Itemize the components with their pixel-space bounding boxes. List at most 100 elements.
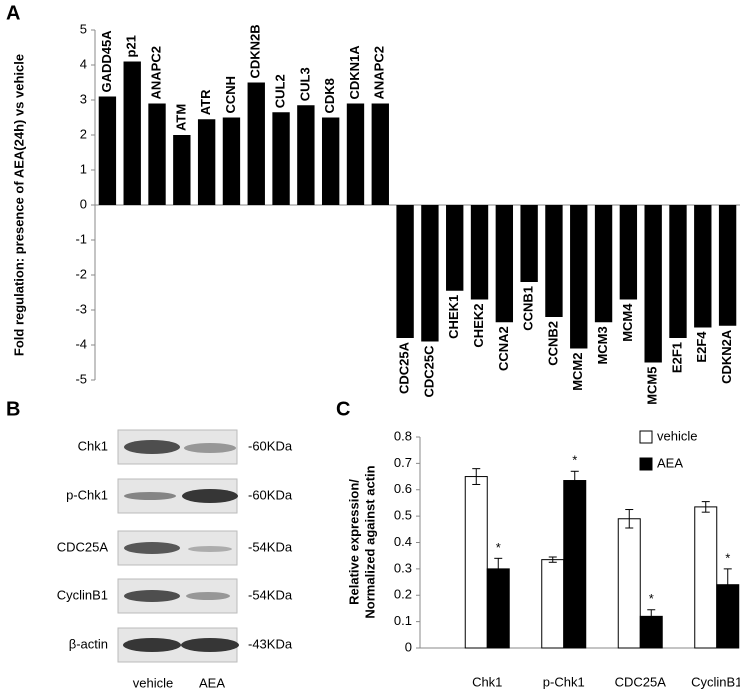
y-tick-label: -4 — [75, 336, 87, 351]
legend-swatch — [639, 457, 653, 471]
bar — [694, 506, 718, 649]
blot-size-label: -60KDa — [248, 438, 293, 453]
bar — [346, 103, 365, 205]
bar — [396, 205, 414, 338]
category-label: CUL2 — [272, 74, 287, 108]
bar — [718, 205, 737, 326]
bar — [594, 205, 613, 323]
bar — [297, 105, 315, 205]
bar — [619, 205, 638, 300]
y-axis-label: Relative expression/ — [346, 479, 361, 605]
category-label: MCM4 — [620, 303, 635, 342]
bar — [495, 205, 514, 323]
bar — [123, 61, 141, 205]
category-label: ANAPC2 — [372, 46, 387, 99]
category-label: ANAPC2 — [148, 46, 163, 99]
bar — [520, 205, 538, 282]
y-tick-label: 0.3 — [394, 560, 412, 575]
category-label: E2F1 — [669, 342, 684, 373]
y-tick-label: 0.2 — [394, 587, 412, 602]
band — [124, 542, 180, 554]
category-label: CHEK2 — [471, 304, 486, 348]
bar — [272, 112, 290, 205]
bar — [464, 476, 488, 649]
band — [124, 440, 180, 454]
x-tick-label: p-Chk1 — [543, 674, 585, 689]
legend-label: vehicle — [657, 428, 697, 443]
category-label: CCNA2 — [496, 326, 511, 371]
category-label: CDKN2B — [248, 24, 263, 78]
y-tick-label: -2 — [75, 266, 87, 281]
category-label: ATM — [173, 104, 188, 131]
bar — [669, 205, 687, 338]
bar — [421, 205, 439, 342]
legend-label: AEA — [657, 455, 683, 470]
panel-label: B — [6, 398, 20, 420]
x-tick-label: CDC25A — [615, 674, 667, 689]
y-axis-label: Fold regulation: presence of AEA(24h) vs… — [11, 54, 26, 356]
blot-row-label: β-actin — [69, 636, 108, 651]
x-tick-label: Chk1 — [472, 674, 502, 689]
band — [124, 590, 180, 602]
y-tick-label: -3 — [75, 301, 87, 316]
bar — [545, 205, 563, 317]
category-label: MCM5 — [645, 367, 660, 405]
bar — [222, 117, 241, 205]
y-tick-label: -5 — [75, 371, 87, 386]
y-tick-label: 5 — [80, 21, 87, 36]
band — [123, 638, 181, 652]
blot-size-label: -43KDa — [248, 636, 293, 651]
category-label: GADD45A — [99, 30, 114, 93]
category-label: CCNH — [223, 76, 238, 114]
blot-row-label: p-Chk1 — [66, 487, 108, 502]
y-tick-label: 0.4 — [394, 534, 412, 549]
category-label: CUL3 — [297, 67, 312, 101]
panel-label: C — [336, 398, 350, 420]
category-label: CDC25C — [421, 345, 436, 398]
bar — [148, 103, 166, 205]
y-tick-label: 1 — [80, 161, 87, 176]
bar — [470, 205, 489, 300]
blot-row-label: Chk1 — [78, 438, 108, 453]
bar — [173, 135, 191, 205]
category-label: CDC25A — [397, 341, 412, 394]
bar — [617, 518, 641, 649]
category-label: CHEK1 — [446, 295, 461, 339]
bar — [446, 205, 464, 291]
category-label: CDK8 — [322, 78, 337, 113]
x-tick-label: CyclinB1 — [691, 674, 740, 689]
category-label: CCNB2 — [545, 321, 560, 366]
y-tick-label: 0.8 — [394, 428, 412, 443]
y-tick-label: -1 — [75, 231, 87, 246]
category-label: MCM3 — [595, 326, 610, 364]
blot-row-label: CyclinB1 — [57, 587, 108, 602]
y-tick-label: 0.1 — [394, 613, 412, 628]
blot-row-label: CDC25A — [57, 539, 109, 554]
blot-column-label: AEA — [199, 675, 225, 690]
blot-size-label: -54KDa — [248, 539, 293, 554]
category-label: CDKN1A — [347, 45, 362, 100]
significance: * — [496, 540, 501, 555]
category-label: MCM2 — [570, 353, 585, 391]
significance: * — [649, 591, 654, 606]
bar — [644, 205, 662, 363]
band — [182, 489, 238, 503]
blot — [117, 429, 239, 663]
blot-column-label: vehicle — [133, 675, 173, 690]
category-label: p21 — [124, 35, 139, 57]
bar — [694, 205, 712, 328]
bar — [98, 96, 117, 205]
bar — [541, 559, 565, 649]
band — [188, 546, 232, 552]
y-tick-label: 0.5 — [394, 508, 412, 523]
category-label: E2F4 — [694, 331, 709, 363]
band — [184, 443, 236, 453]
legend-swatch — [639, 430, 653, 444]
significance: * — [725, 550, 730, 565]
significance: * — [572, 453, 577, 468]
band — [186, 592, 230, 600]
bar — [563, 480, 587, 649]
category-label: CDKN2A — [719, 329, 734, 384]
